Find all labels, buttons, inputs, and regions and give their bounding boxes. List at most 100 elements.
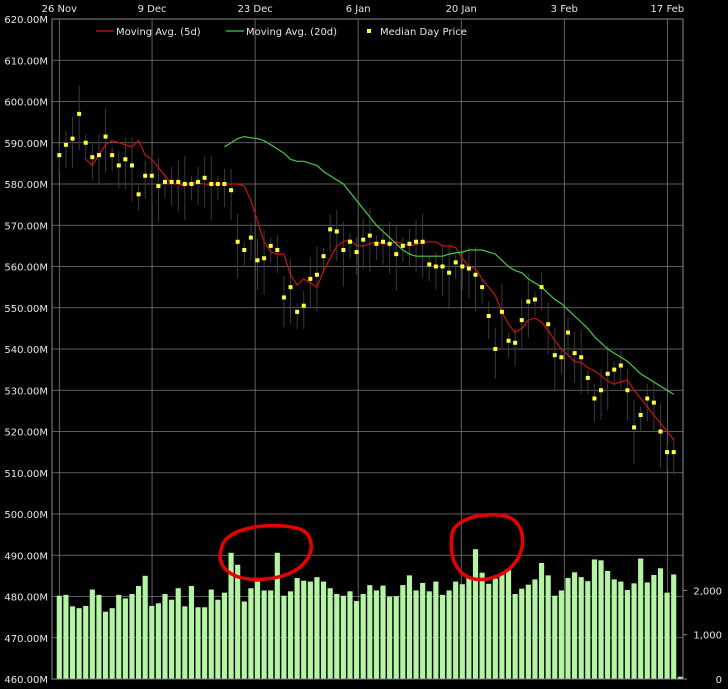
volume-bar bbox=[347, 591, 353, 679]
volume-bar bbox=[320, 581, 327, 679]
volume-bar bbox=[598, 560, 604, 679]
median-price-point bbox=[559, 355, 564, 360]
volume-bar bbox=[505, 570, 512, 679]
median-price-point bbox=[486, 314, 491, 318]
median-price-point bbox=[116, 163, 121, 168]
median-price-point bbox=[625, 388, 630, 393]
volume-bar bbox=[545, 575, 551, 679]
volume-bar bbox=[202, 607, 208, 679]
volume-bar bbox=[149, 605, 155, 679]
volume-bar bbox=[433, 581, 439, 679]
volume-bar bbox=[611, 579, 617, 679]
median-price-point bbox=[632, 425, 637, 430]
annotations bbox=[218, 512, 525, 582]
volume-bar bbox=[254, 581, 261, 679]
y-tick-label: 570.00M bbox=[4, 221, 48, 232]
median-price-point bbox=[493, 347, 498, 351]
median-price-point bbox=[301, 303, 306, 308]
median-price-points bbox=[57, 111, 676, 455]
volume-bar bbox=[486, 583, 492, 679]
median-price-point bbox=[466, 266, 471, 271]
volume-bar bbox=[644, 582, 650, 679]
median-price-point bbox=[480, 285, 485, 290]
median-price-point bbox=[585, 375, 590, 380]
volume-bar bbox=[572, 572, 578, 679]
median-price-point bbox=[526, 299, 531, 304]
x-tick-label: 17 Feb bbox=[651, 4, 685, 15]
y-axis-ticks: 620.00M 610.00M 600.00M 590.00M 580.00M 570.0… bbox=[4, 15, 48, 686]
volume-bar bbox=[235, 564, 241, 679]
volume-bar bbox=[122, 598, 128, 679]
volume-bar bbox=[420, 582, 426, 679]
median-price-point bbox=[202, 175, 207, 180]
median-price-point bbox=[638, 413, 643, 417]
volume-bar bbox=[657, 568, 664, 679]
volume-bar bbox=[327, 588, 333, 679]
median-price-point bbox=[169, 179, 174, 184]
volume-bar bbox=[525, 584, 531, 679]
median-price-point bbox=[314, 272, 319, 277]
median-price-point bbox=[420, 239, 425, 244]
volume-bar bbox=[400, 585, 406, 679]
volume-bar bbox=[228, 552, 234, 679]
volume-bar bbox=[221, 592, 228, 679]
volume-bar bbox=[241, 601, 247, 679]
volume-bar bbox=[585, 581, 591, 679]
volume-bar bbox=[354, 601, 360, 679]
volume-bar bbox=[519, 588, 525, 679]
volume-bar bbox=[446, 590, 452, 679]
volume-bar bbox=[102, 611, 109, 679]
volume-bar bbox=[472, 549, 479, 679]
y-tick-label: 540.00M bbox=[4, 345, 48, 356]
median-price-point bbox=[262, 256, 267, 261]
y-tick-label: 530.00M bbox=[4, 386, 48, 397]
median-price-point bbox=[658, 429, 663, 434]
volume-bar bbox=[63, 594, 69, 679]
median-price-point bbox=[163, 179, 168, 184]
median-price-point bbox=[400, 243, 405, 248]
median-price-point bbox=[189, 182, 194, 186]
volume-bar bbox=[96, 594, 102, 679]
median-price-point bbox=[414, 239, 419, 244]
median-price-point bbox=[671, 450, 676, 455]
y-tick-label: 620.00M bbox=[4, 15, 48, 26]
volume-bar bbox=[76, 608, 82, 679]
volume-bar bbox=[116, 594, 122, 679]
median-price-point bbox=[532, 297, 537, 302]
median-price-point bbox=[70, 136, 75, 141]
volume-bar bbox=[538, 562, 545, 679]
volume-tick-label: 0 bbox=[716, 675, 722, 686]
volume-bar bbox=[188, 586, 195, 679]
volume-bar bbox=[261, 590, 267, 679]
median-price-point bbox=[110, 153, 115, 158]
volume-bar bbox=[426, 591, 432, 679]
median-price-point bbox=[248, 235, 253, 240]
volume-bar bbox=[387, 596, 393, 679]
median-price-point bbox=[519, 318, 524, 323]
median-price-point bbox=[513, 340, 518, 345]
y-tick-label: 520.00M bbox=[4, 428, 48, 439]
median-price-point bbox=[57, 153, 62, 158]
median-price-point bbox=[281, 295, 286, 300]
volume-bar bbox=[69, 606, 76, 679]
y-tick-label: 600.00M bbox=[4, 98, 48, 109]
median-price-point bbox=[156, 184, 161, 189]
median-price-point bbox=[295, 309, 300, 314]
volume-bar bbox=[89, 589, 95, 679]
x-tick-label: 23 Dec bbox=[237, 4, 272, 15]
volume-bars bbox=[56, 549, 683, 679]
median-price-point bbox=[440, 264, 445, 269]
median-price-point bbox=[361, 237, 366, 242]
median-price-point bbox=[123, 157, 128, 162]
volume-bar bbox=[208, 589, 214, 679]
volume-bar bbox=[552, 595, 558, 679]
volume-bar bbox=[136, 586, 142, 679]
median-price-point bbox=[222, 182, 227, 186]
volume-tick-label: 1,000 bbox=[693, 631, 722, 642]
volume-bar bbox=[459, 584, 465, 679]
y-tick-label: 550.00M bbox=[4, 304, 48, 315]
volume-bar bbox=[492, 578, 498, 679]
volume-bar bbox=[360, 593, 366, 679]
x-tick-label: 20 Jan bbox=[446, 4, 477, 15]
